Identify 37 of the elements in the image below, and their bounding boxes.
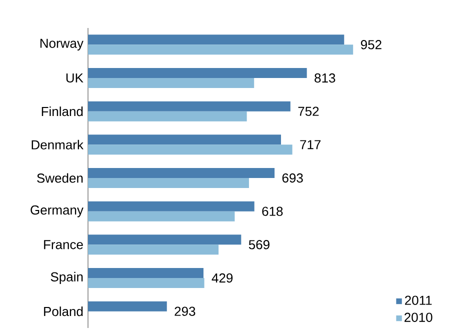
bar <box>88 44 354 55</box>
data-label: 429 <box>212 273 233 283</box>
data-label: 569 <box>248 240 270 250</box>
bar <box>88 111 247 122</box>
bar <box>88 268 204 278</box>
data-label: 717 <box>300 140 321 150</box>
y-tick-label: Spain <box>50 272 83 284</box>
y-tick-label: Norway <box>40 38 84 50</box>
bar <box>88 301 167 312</box>
bar <box>88 178 249 188</box>
bar <box>88 244 219 255</box>
bar <box>88 201 254 212</box>
y-tick-label: Germany <box>30 205 84 218</box>
bar <box>88 168 275 178</box>
bar <box>88 278 204 288</box>
legend-label: 2011 <box>405 296 432 305</box>
y-tick-label: Sweden <box>37 173 83 183</box>
bar <box>88 101 290 112</box>
bar <box>88 78 254 88</box>
bar <box>88 34 344 45</box>
data-label: 693 <box>282 173 303 183</box>
y-tick-label: France <box>44 240 83 250</box>
bar <box>88 234 242 245</box>
y-tick-label: Poland <box>44 306 83 316</box>
data-label: 752 <box>298 106 319 116</box>
bar <box>88 134 282 145</box>
bar <box>88 68 307 78</box>
y-tick-label: Denmark <box>32 140 84 150</box>
data-label: 293 <box>174 306 196 316</box>
data-label: 618 <box>262 206 283 216</box>
bar <box>88 144 292 155</box>
data-label: 952 <box>360 40 382 50</box>
data-label: 813 <box>314 73 336 83</box>
y-tick-label: Finland <box>42 106 83 116</box>
legend-label: 2010 <box>404 312 432 322</box>
bar <box>88 211 235 222</box>
y-tick-label: UK <box>66 73 84 83</box>
